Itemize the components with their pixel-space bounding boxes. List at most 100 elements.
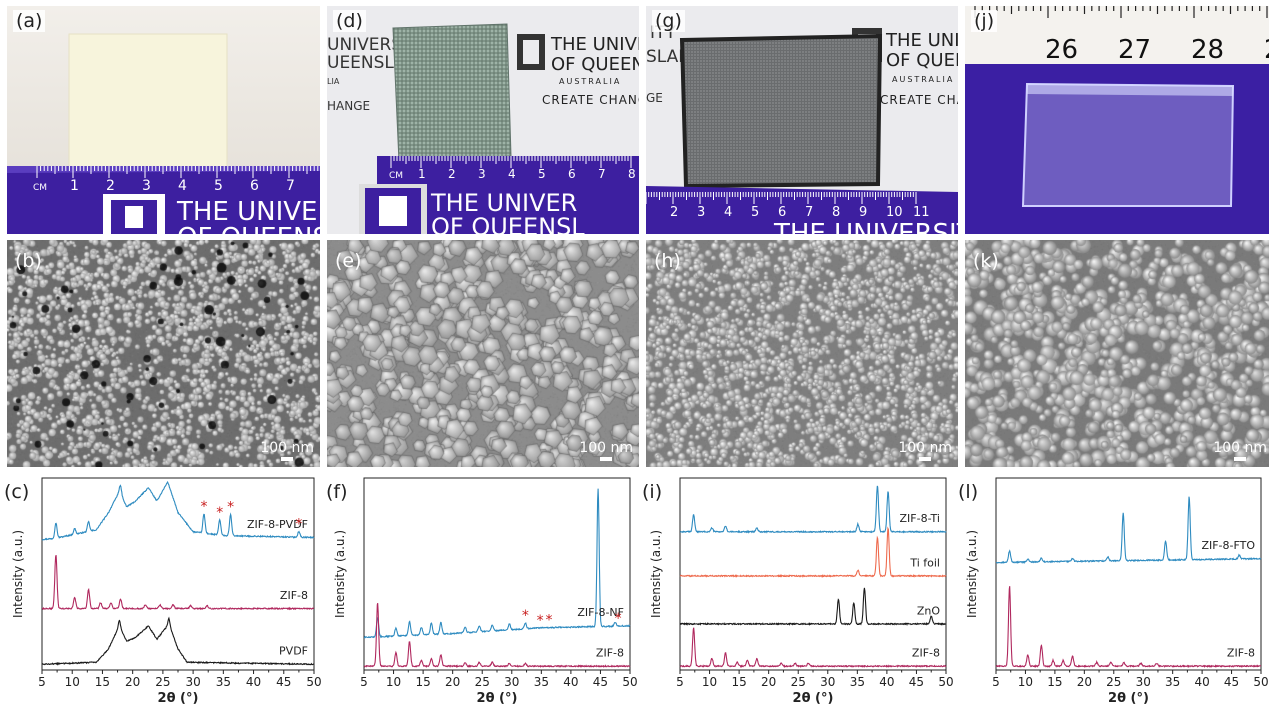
x-tick-label: 40 xyxy=(1194,675,1209,689)
ruler-unit: CM xyxy=(33,183,47,193)
ruler-number: 6 xyxy=(778,205,786,220)
ruler-number: 4 xyxy=(178,178,187,194)
ruler-number: 2 xyxy=(106,178,115,194)
x-tick-label: 30 xyxy=(504,675,519,689)
ruler-number: 6 xyxy=(568,167,576,181)
series-line-zif-8-nf xyxy=(363,488,631,639)
series-label: PVDF xyxy=(279,645,308,658)
ruler-logo-line2: OF QUEENSL xyxy=(177,223,320,234)
series-line-pvdf xyxy=(41,616,314,666)
xrd-panel-c: ZIF-8-PVDF * * * * ZIF-8 PVDF 5 10 15 20 25 30 35 40 45… xyxy=(0,474,322,710)
x-tick-label: 40 xyxy=(563,675,578,689)
x-axis-label: 2θ (°) xyxy=(158,691,199,706)
ruler-number: 29 xyxy=(1264,35,1269,65)
logo-g2: OF QUEEN xyxy=(886,50,958,71)
fto-glass-sample xyxy=(1021,82,1235,207)
photo-g-scene: ITY SLAN GE THE UNIV OF QUEEN AUSTRALIA … xyxy=(646,6,958,234)
series-label: Ti foil xyxy=(909,556,940,569)
pvdf-film xyxy=(68,33,228,173)
sem-image-h xyxy=(646,240,958,467)
logo-line2: OF QUEENS xyxy=(551,54,639,75)
xrd-panel-f: ZIF-8-NF * * * * ZIF-8 5 10 15 20 25 30 35 40 45 50 2θ (… xyxy=(322,474,638,710)
ruler-number: 4 xyxy=(508,167,516,181)
ruler-number: 7 xyxy=(286,178,295,194)
peak-star-marker: * xyxy=(227,500,234,516)
bg-text-3: LIA xyxy=(327,77,340,86)
scale-bar-e: 100 nm xyxy=(579,440,633,461)
x-tick-label: 40 xyxy=(246,675,261,689)
plot-frame xyxy=(363,477,631,671)
ruler-number: 5 xyxy=(538,167,546,181)
nickel-foam-sample xyxy=(392,23,512,163)
series-line-zno xyxy=(679,587,947,626)
x-tick-label: 10 xyxy=(386,675,401,689)
photo-j-scene: 26 27 28 29 xyxy=(965,6,1269,234)
ruler-number: 1 xyxy=(70,178,79,194)
panel-label-e: (e) xyxy=(335,250,362,272)
y-axis-label: Intensity (a.u.) xyxy=(11,530,25,618)
peak-star-marker: * xyxy=(615,611,622,627)
x-tick-label: 35 xyxy=(1165,675,1180,689)
sem-panel-h: (h) 100 nm xyxy=(646,240,958,467)
panel-label-a: (a) xyxy=(13,10,46,32)
plot-frame xyxy=(679,477,947,671)
bg-text-4: HANGE xyxy=(327,99,370,113)
panel-label-k: (k) xyxy=(973,250,999,272)
scale-bar-b: 100 nm xyxy=(260,440,314,461)
x-tick-label: 15 xyxy=(1047,675,1062,689)
x-tick-label: 15 xyxy=(415,675,430,689)
logo-g3: AUSTRALIA xyxy=(892,75,954,84)
y-axis-label: Intensity (a.u.) xyxy=(649,530,663,618)
x-tick-label: 5 xyxy=(360,675,368,689)
x-tick-label: 35 xyxy=(534,675,549,689)
x-tick-label: 45 xyxy=(909,675,924,689)
ruler-logo-g1: THE UNIVERSITY xyxy=(773,219,958,234)
x-tick-label: 10 xyxy=(1018,675,1033,689)
x-axis-label: 2θ (°) xyxy=(1108,691,1149,706)
photo-panel-g: ITY SLAN GE THE UNIV OF QUEEN AUSTRALIA … xyxy=(646,6,958,234)
photo-panel-j: 26 27 28 29 (j) xyxy=(965,6,1269,234)
ruler-number: 3 xyxy=(697,205,705,220)
x-tick-label: 25 xyxy=(1106,675,1121,689)
ruler-number: 2 xyxy=(448,167,456,181)
x-tick-label: 35 xyxy=(216,675,231,689)
sem-panel-e: (e) 100 nm xyxy=(327,240,639,467)
sem-image-e xyxy=(327,240,639,467)
ruler-number: 2 xyxy=(670,205,678,220)
series-line-zif-8 xyxy=(363,603,631,669)
y-axis-label: Intensity (a.u.) xyxy=(333,530,347,618)
series-line-zif-8 xyxy=(42,554,314,611)
ruler-logo-d2: OF QUEENSL xyxy=(431,213,585,234)
photo-d-scene: UNIVERSITY UEENSLAND LIA HANGE THE UNIVE… xyxy=(327,6,639,234)
logo-line4: CREATE CHANG xyxy=(542,93,639,107)
series-label: ZIF-8-Ti xyxy=(900,512,940,525)
series-line-zif-8-ti xyxy=(680,485,947,534)
x-tick-label: 15 xyxy=(95,675,110,689)
ruler-number: 8 xyxy=(832,205,840,220)
series-label: ZIF-8 xyxy=(1227,647,1255,660)
x-axis-label: 2θ (°) xyxy=(477,691,518,706)
scale-text-e: 100 nm xyxy=(579,440,633,456)
panel-label: (f) xyxy=(326,481,348,503)
series-label: ZIF-8-NF xyxy=(577,606,624,619)
xrd-panel-i: ZIF-8-Ti Ti foil ZnO ZIF-8 5 10 15 20 25 30 35 40 45… xyxy=(638,474,954,710)
ruler-unit-d: CM xyxy=(389,171,403,181)
ruler-number: 11 xyxy=(913,205,930,220)
x-tick-label: 10 xyxy=(65,675,80,689)
sem-image-b xyxy=(7,240,320,467)
peak-star-marker: * xyxy=(546,613,553,629)
x-tick-label: 50 xyxy=(622,675,637,689)
x-tick-label: 20 xyxy=(445,675,460,689)
panel-label-d: (d) xyxy=(333,10,366,32)
scale-text-h: 100 nm xyxy=(898,440,952,456)
xrd-chart-l: ZIF-8-FTO ZIF-8 5 10 15 20 25 30 35 40 45 50 2θ (°) I… xyxy=(958,477,1269,706)
bg-text-g3: GE xyxy=(646,91,663,105)
ruler-number: 9 xyxy=(859,205,867,220)
x-tick-label: 45 xyxy=(1224,675,1239,689)
series-line-zif-8 xyxy=(679,627,947,668)
x-tick-label: 5 xyxy=(992,675,1000,689)
